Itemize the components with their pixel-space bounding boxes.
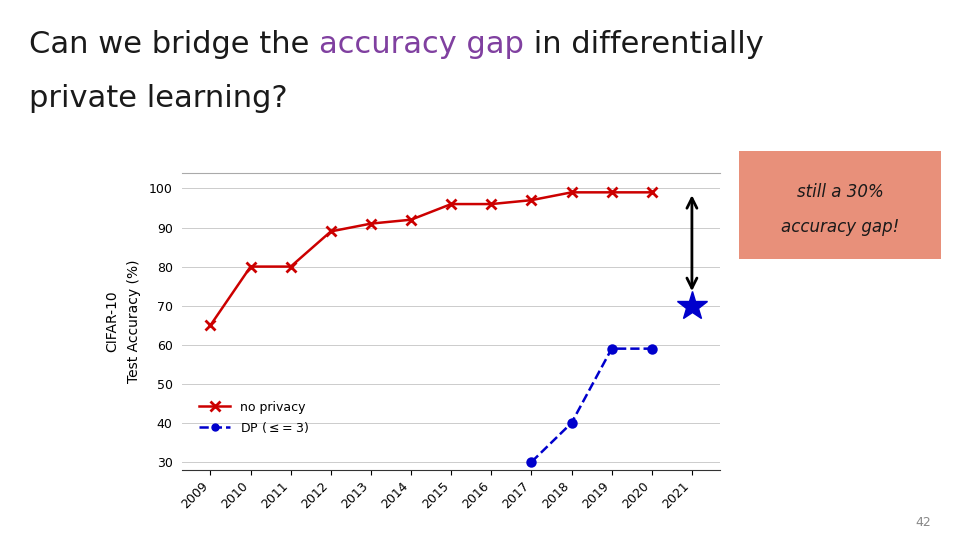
Text: CIFAR-10: CIFAR-10 (106, 291, 119, 352)
FancyBboxPatch shape (732, 147, 948, 264)
Legend: no privacy, DP ($\leq$= 3): no privacy, DP ($\leq$= 3) (194, 395, 315, 440)
Text: Can we bridge the: Can we bridge the (29, 30, 319, 59)
Text: private learning?: private learning? (29, 84, 287, 113)
Text: in differentially: in differentially (524, 30, 763, 59)
Text: still a 30%: still a 30% (797, 183, 883, 201)
Text: accuracy gap!: accuracy gap! (780, 218, 900, 236)
Text: accuracy gap: accuracy gap (319, 30, 524, 59)
Text: 42: 42 (916, 516, 931, 529)
Text: Test Accuracy (%): Test Accuracy (%) (127, 260, 141, 383)
